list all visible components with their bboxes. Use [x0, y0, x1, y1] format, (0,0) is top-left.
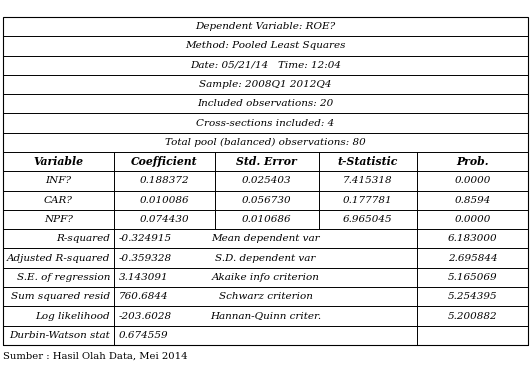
Text: 0.674559: 0.674559 — [118, 331, 168, 340]
Text: t-Statistic: t-Statistic — [338, 156, 398, 167]
Text: 5.165069: 5.165069 — [448, 273, 498, 282]
Text: Schwarz criterion: Schwarz criterion — [219, 292, 312, 301]
Bar — [3, 17, 528, 345]
Text: -203.6028: -203.6028 — [118, 311, 172, 320]
Text: Sample: 2008Q1 2012Q4: Sample: 2008Q1 2012Q4 — [199, 80, 332, 89]
Text: 5.254395: 5.254395 — [448, 292, 498, 301]
Text: 7.415318: 7.415318 — [343, 176, 392, 185]
Text: 2.695844: 2.695844 — [448, 254, 498, 263]
Text: Adjusted R-squared: Adjusted R-squared — [6, 254, 110, 263]
Text: Durbin-Watson stat: Durbin-Watson stat — [9, 331, 110, 340]
Text: Variable: Variable — [33, 156, 83, 167]
Text: 0.188372: 0.188372 — [140, 176, 190, 185]
Text: 0.025403: 0.025403 — [242, 176, 292, 185]
Text: NPF?: NPF? — [44, 215, 73, 224]
Text: Method: Pooled Least Squares: Method: Pooled Least Squares — [185, 41, 346, 51]
Text: 5.200882: 5.200882 — [448, 311, 498, 320]
Text: S.E. of regression: S.E. of regression — [16, 273, 110, 282]
Text: 0.056730: 0.056730 — [242, 196, 292, 205]
Text: INF?: INF? — [45, 176, 72, 185]
Text: Akaike info criterion: Akaike info criterion — [211, 273, 320, 282]
Text: 6.965045: 6.965045 — [343, 215, 392, 224]
Text: Total pool (balanced) observations: 80: Total pool (balanced) observations: 80 — [165, 138, 366, 147]
Text: 760.6844: 760.6844 — [118, 292, 168, 301]
Text: Dependent Variable: ROE?: Dependent Variable: ROE? — [195, 22, 336, 31]
Text: Mean dependent var: Mean dependent var — [211, 234, 320, 243]
Text: Date: 05/21/14   Time: 12:04: Date: 05/21/14 Time: 12:04 — [190, 61, 341, 70]
Text: -0.324915: -0.324915 — [118, 234, 172, 243]
Text: R-squared: R-squared — [56, 234, 110, 243]
Text: 0.010686: 0.010686 — [242, 215, 292, 224]
Text: 0.177781: 0.177781 — [343, 196, 392, 205]
Text: -0.359328: -0.359328 — [118, 254, 172, 263]
Text: Log likelihood: Log likelihood — [35, 311, 110, 320]
Text: Cross-sections included: 4: Cross-sections included: 4 — [196, 119, 335, 127]
Text: 6.183000: 6.183000 — [448, 234, 498, 243]
Text: CAR?: CAR? — [44, 196, 73, 205]
Text: 0.0000: 0.0000 — [455, 215, 491, 224]
Text: Included observations: 20: Included observations: 20 — [198, 99, 333, 108]
Text: 0.8594: 0.8594 — [455, 196, 491, 205]
Text: Coefficient: Coefficient — [131, 156, 198, 167]
Text: 0.0000: 0.0000 — [455, 176, 491, 185]
Text: Prob.: Prob. — [456, 156, 489, 167]
Text: S.D. dependent var: S.D. dependent var — [215, 254, 316, 263]
Text: Std. Error: Std. Error — [236, 156, 297, 167]
Text: Sum squared resid: Sum squared resid — [11, 292, 110, 301]
Text: 0.010086: 0.010086 — [140, 196, 190, 205]
Text: Hannan-Quinn criter.: Hannan-Quinn criter. — [210, 311, 321, 320]
Text: 3.143091: 3.143091 — [118, 273, 168, 282]
Text: 0.074430: 0.074430 — [140, 215, 190, 224]
Text: Sumber : Hasil Olah Data, Mei 2014: Sumber : Hasil Olah Data, Mei 2014 — [3, 352, 187, 361]
